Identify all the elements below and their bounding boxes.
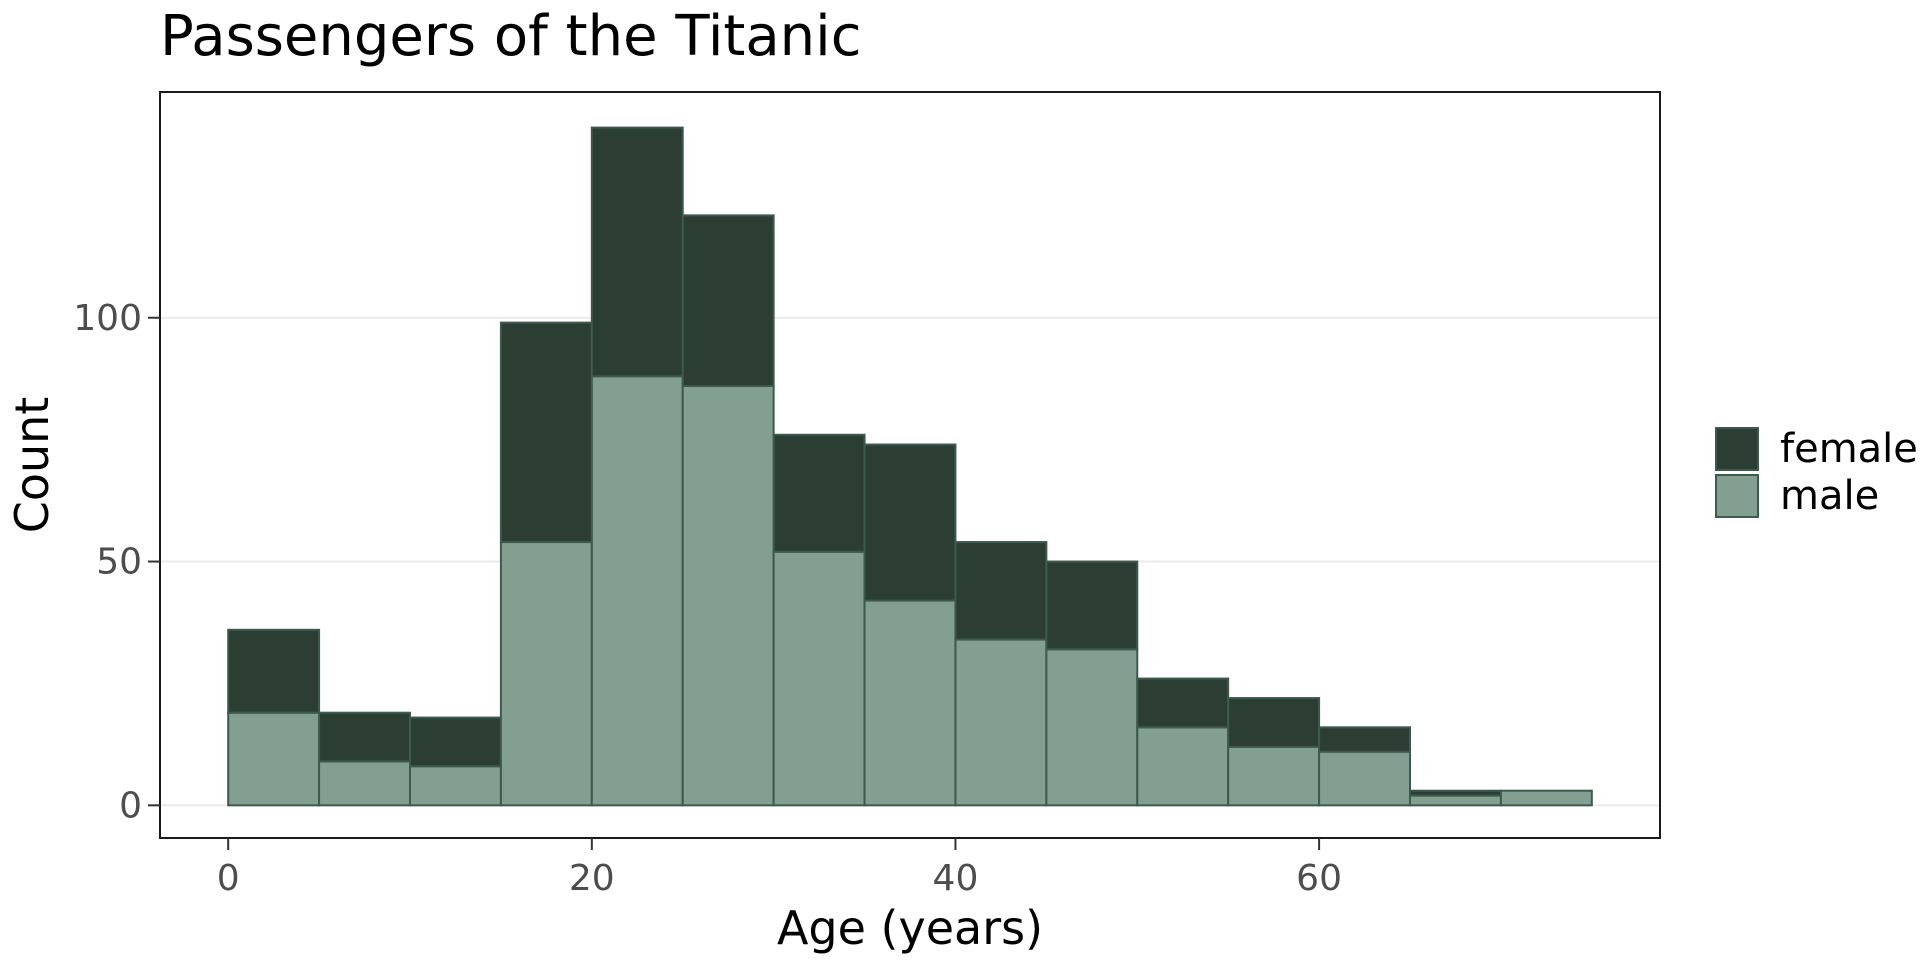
legend-label-male: male bbox=[1780, 473, 1879, 519]
bars bbox=[227, 126, 1593, 807]
bar-male-50 bbox=[1136, 726, 1230, 807]
bar-male-70 bbox=[1499, 789, 1593, 807]
bar-female-65 bbox=[1409, 789, 1502, 797]
x-axis-title: Age (years) bbox=[777, 901, 1043, 955]
bar-male-0 bbox=[227, 711, 321, 807]
legend-label-female: female bbox=[1780, 426, 1918, 472]
bar-female-40 bbox=[954, 541, 1048, 641]
bar-male-5 bbox=[318, 760, 411, 807]
bar-female-10 bbox=[409, 716, 502, 768]
x-tick-label-20: 20 bbox=[569, 858, 615, 899]
bar-female-5 bbox=[318, 711, 411, 763]
bar-male-25 bbox=[681, 385, 775, 807]
bar-female-20 bbox=[590, 126, 684, 378]
chart-title: Passengers of the Titanic bbox=[160, 4, 862, 69]
bar-male-60 bbox=[1318, 750, 1412, 807]
x-tick-label-60: 60 bbox=[1296, 858, 1342, 899]
bar-male-20 bbox=[590, 375, 684, 807]
bar-male-30 bbox=[772, 550, 866, 807]
bar-female-15 bbox=[499, 321, 593, 544]
bar-male-40 bbox=[954, 638, 1048, 807]
bar-male-10 bbox=[409, 765, 502, 807]
bar-male-55 bbox=[1227, 745, 1321, 807]
bar-male-65 bbox=[1409, 794, 1502, 807]
legend-swatch-female bbox=[1715, 427, 1759, 471]
bar-female-55 bbox=[1227, 697, 1321, 748]
bar-female-35 bbox=[863, 443, 957, 602]
bar-female-45 bbox=[1045, 560, 1139, 651]
x-axis: 0 20 40 60 bbox=[217, 838, 1342, 899]
bar-female-50 bbox=[1136, 677, 1230, 729]
y-axis: 0 50 100 bbox=[73, 298, 160, 826]
y-tick-label-50: 50 bbox=[96, 542, 142, 583]
bar-female-25 bbox=[681, 214, 775, 388]
bar-female-60 bbox=[1318, 726, 1412, 753]
y-tick-label-0: 0 bbox=[119, 785, 142, 826]
plot-frame bbox=[159, 91, 1661, 839]
y-axis-title: Count bbox=[5, 397, 59, 534]
y-tick-label-100: 100 bbox=[73, 298, 142, 339]
x-tick-label-40: 40 bbox=[933, 858, 979, 899]
legend-swatch-male bbox=[1715, 474, 1759, 518]
x-tick-label-0: 0 bbox=[217, 858, 240, 899]
bar-female-0 bbox=[227, 628, 321, 714]
bar-female-30 bbox=[772, 433, 866, 553]
bar-male-45 bbox=[1045, 648, 1139, 807]
bar-male-35 bbox=[863, 599, 957, 807]
bar-male-15 bbox=[499, 541, 593, 807]
